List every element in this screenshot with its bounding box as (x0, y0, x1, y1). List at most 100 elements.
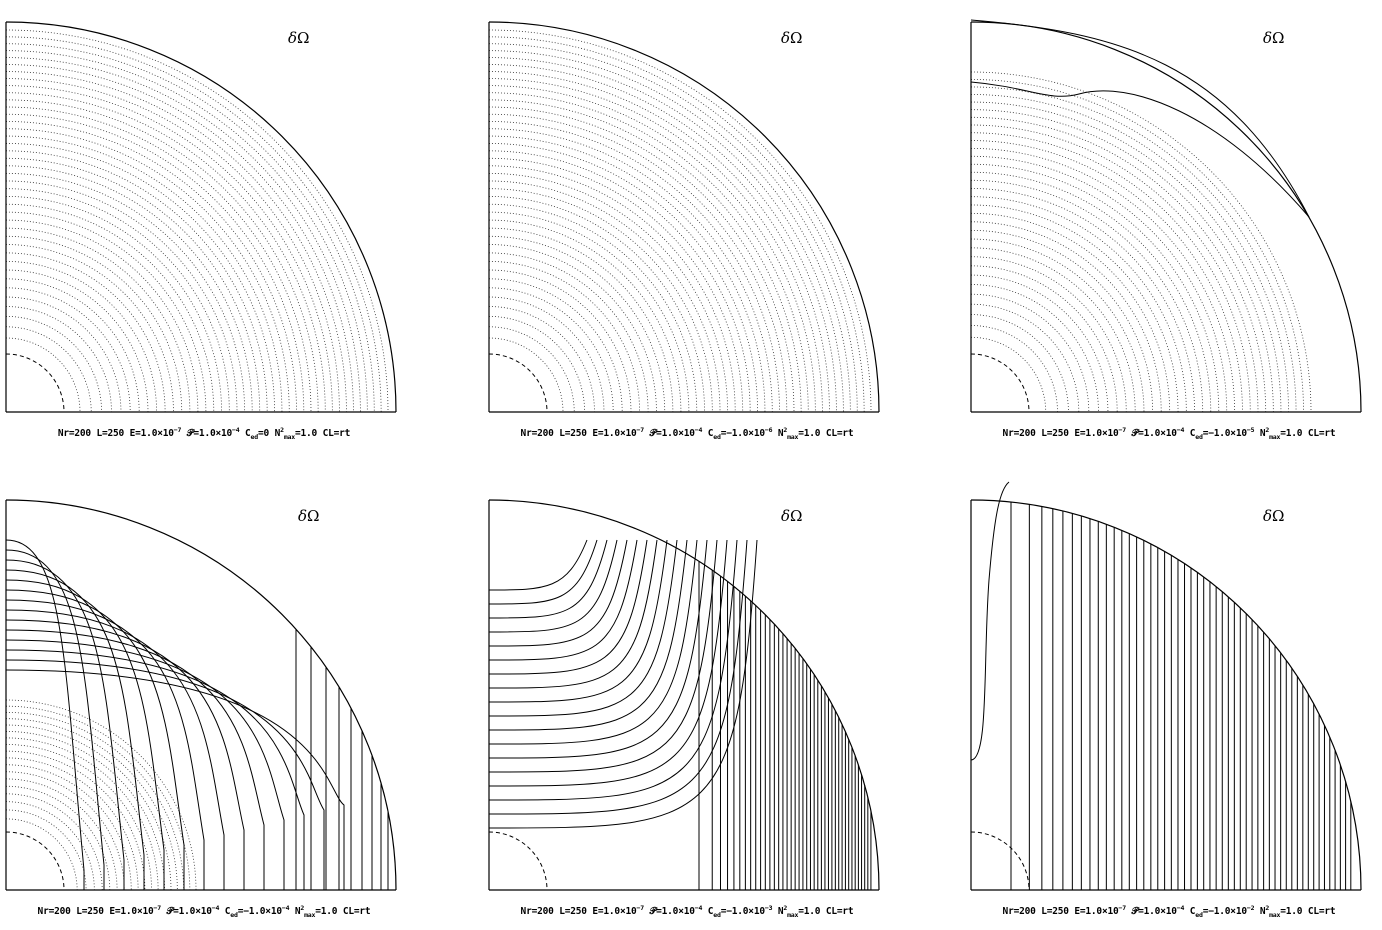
dotted-contour (5, 705, 191, 891)
solid-contour (488, 539, 748, 815)
dotted-contour (488, 326, 575, 413)
dotted-contour (970, 124, 1259, 413)
parameters-caption-5: Nr=200 L=250 E=1.0×10−7 𝒫=1.0×10−4 Ced=−… (520, 904, 854, 920)
contour-panel-6: δΩ Nr=200 L=250 E=1.0×10−7 𝒫=1.0×10−4 Ce… (969, 480, 1369, 930)
dotted-contour (488, 99, 802, 413)
solid-contour (5, 649, 305, 890)
dotted-contour (5, 196, 222, 413)
dotted-contour (488, 188, 713, 413)
core-boundary (488, 831, 548, 891)
solid-contour (488, 539, 688, 731)
solid-contour (488, 539, 718, 773)
contour-panel-2: δΩ Nr=200 L=250 E=1.0×10−7 𝒫=1.0×10−4 Ce… (487, 2, 887, 452)
dotted-contour (5, 219, 199, 413)
solid-contour (488, 539, 638, 661)
solid-contour (488, 539, 668, 703)
dotted-contour (5, 50, 368, 413)
dotted-contour (5, 235, 183, 413)
contour-plot-4 (5, 499, 397, 891)
solid-contour (488, 539, 588, 591)
dotted-contour (970, 204, 1179, 413)
dotted-contour (970, 188, 1195, 413)
dotted-contour (488, 244, 657, 413)
delta-omega-label-1: δΩ (288, 29, 310, 47)
dotted-contour (488, 78, 823, 413)
solid-contour (5, 549, 105, 890)
dotted-contour (5, 57, 361, 413)
dotted-contour (488, 172, 729, 413)
dotted-contour (488, 235, 666, 413)
dotted-contour (5, 128, 290, 413)
dotted-contour (5, 227, 191, 413)
solid-contour (5, 539, 85, 890)
dotted-contour (5, 757, 139, 891)
dotted-contour (488, 269, 632, 413)
dotted-contour (5, 296, 122, 413)
dotted-contour (5, 278, 140, 413)
solid-contour (5, 629, 265, 890)
dotted-contour (970, 71, 1312, 413)
dotted-contour (488, 196, 705, 413)
delta-omega-label-3: δΩ (1263, 29, 1285, 47)
dotted-contour (5, 135, 283, 413)
dotted-contour (970, 196, 1187, 413)
dotted-contour (488, 260, 641, 413)
solid-contour (5, 599, 205, 890)
solid-contour (5, 559, 125, 890)
dotted-contour (970, 284, 1099, 413)
dotted-contour (5, 64, 354, 413)
dotted-contour (5, 29, 389, 413)
dotted-contour (488, 150, 751, 413)
dotted-contour (488, 50, 851, 413)
dotted-contour (970, 303, 1080, 413)
dotted-contour (5, 750, 146, 891)
delta-omega-label-2: δΩ (781, 29, 803, 47)
parameters-caption-4: Nr=200 L=250 E=1.0×10−7 𝒫=1.0×10−4 Ced=−… (37, 904, 371, 920)
solid-contour (5, 669, 345, 890)
dotted-contour (5, 36, 382, 413)
contour-plot-3 (970, 19, 1362, 413)
dotted-contour (488, 43, 858, 413)
dotted-contour (488, 165, 736, 413)
dotted-contour (970, 132, 1251, 413)
dotted-contour (488, 252, 649, 413)
contour-panel-3: δΩ Nr=200 L=250 E=1.0×10−7 𝒫=1.0×10−4 Ce… (969, 2, 1369, 452)
dotted-contour (970, 238, 1145, 413)
solid-contour (488, 539, 758, 829)
solid-contour (5, 589, 185, 890)
contour-panel-4: δΩ Nr=200 L=250 E=1.0×10−7 𝒫=1.0×10−4 Ce… (4, 480, 404, 930)
dotted-contour (5, 165, 253, 413)
dotted-contour (5, 737, 159, 891)
solid-contour (970, 481, 1010, 761)
core-boundary (970, 353, 1030, 413)
dotted-contour (488, 106, 795, 413)
solid-contour (488, 539, 728, 787)
dotted-contour (970, 94, 1289, 413)
dotted-contour (5, 718, 178, 891)
dotted-contour (5, 244, 174, 413)
dotted-contour (488, 157, 744, 413)
dotted-contour (5, 818, 78, 891)
core-boundary (970, 831, 1030, 891)
outer-boundary (970, 21, 1362, 413)
solid-contour (488, 539, 658, 689)
dotted-contour (5, 778, 118, 891)
dotted-contour (5, 801, 95, 891)
dotted-contour (970, 336, 1047, 413)
dotted-contour (5, 699, 197, 891)
dotted-contour (5, 287, 131, 413)
parameters-caption-3: Nr=200 L=250 E=1.0×10−7 𝒫=1.0×10−4 Ced=−… (1002, 426, 1336, 442)
solid-contour (488, 539, 608, 619)
dotted-contour (488, 36, 865, 413)
dotted-contour (5, 711, 185, 891)
contour-panel-1: δΩ Nr=200 L=250 E=1.0×10−7 𝒫=1.0×10−4 Ce… (4, 2, 404, 452)
dotted-contour (488, 278, 623, 413)
solid-contour (5, 659, 325, 890)
dotted-contour (488, 71, 830, 413)
dotted-contour (5, 78, 340, 413)
dotted-contour (488, 64, 837, 413)
contour-plot-5 (488, 499, 880, 891)
dotted-contour (970, 155, 1228, 413)
dotted-contour (5, 172, 246, 413)
outer-boundary (488, 499, 880, 891)
